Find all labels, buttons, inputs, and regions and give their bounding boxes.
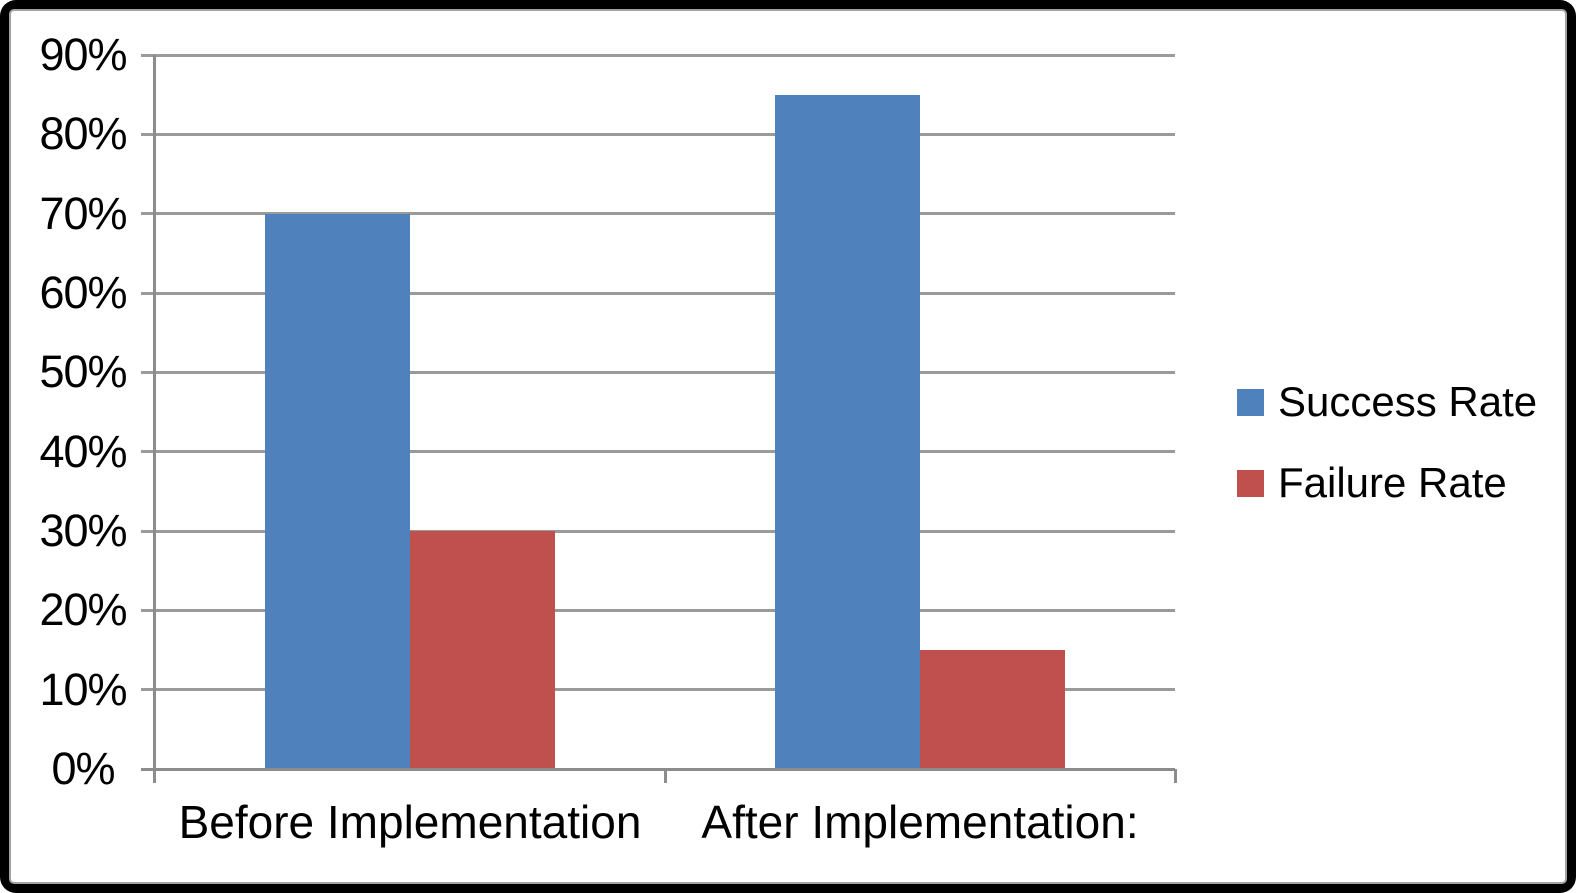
x-axis-tick-1 <box>663 769 667 783</box>
y-tick-label-50: 50% <box>39 346 127 398</box>
gridline-60 <box>141 291 1175 295</box>
x-axis-tick-2 <box>1173 769 1177 783</box>
legend-swatch-success-rate <box>1237 388 1264 416</box>
x-category-label-before-implementation: Before Implementation <box>178 796 642 848</box>
gridline-50 <box>141 370 1175 374</box>
y-tick-label-90: 90% <box>39 29 127 80</box>
y-tick-label-60: 60% <box>39 267 127 318</box>
y-tick-label-30: 30% <box>39 505 127 556</box>
bar-success-rate-after-implementation <box>775 94 920 769</box>
y-tick-label-0: 0% <box>51 743 115 794</box>
chart-canvas: 0% 10% 20% 30% 40% 50% 60% 70% 80% 90% Before Imp… <box>9 9 1567 884</box>
legend-label-failure-rate: Failure Rate <box>1278 459 1507 506</box>
x-category-label-after-implementation: After Implementation: <box>701 796 1139 848</box>
plot-area <box>141 53 1177 783</box>
gridline-30 <box>141 529 1175 533</box>
gridline-90 <box>141 53 1175 57</box>
gridline-20 <box>141 608 1175 612</box>
y-tick-label-70: 70% <box>39 187 127 239</box>
legend-item-failure-rate: Failure Rate <box>1237 456 1537 510</box>
x-axis-line <box>141 767 1175 771</box>
gridline-10 <box>141 688 1175 692</box>
y-tick-label-40: 40% <box>39 425 127 477</box>
gridline-40 <box>141 450 1175 454</box>
gridline-80 <box>141 132 1175 136</box>
bar-failure-rate-before-implementation <box>410 531 555 769</box>
y-tick-label-20: 20% <box>39 584 127 636</box>
y-tick-label-10: 10% <box>39 663 127 715</box>
bar-failure-rate-after-implementation <box>920 650 1065 769</box>
y-tick-label-80: 80% <box>39 108 127 160</box>
legend: Success Rate Failure Rate <box>1237 375 1537 537</box>
legend-swatch-failure-rate <box>1237 469 1264 497</box>
legend-label-success-rate: Success Rate <box>1278 378 1538 425</box>
y-axis-line <box>153 55 156 783</box>
bar-success-rate-before-implementation <box>265 213 410 769</box>
gridline-70 <box>141 212 1175 216</box>
legend-item-success-rate: Success Rate <box>1237 375 1537 429</box>
